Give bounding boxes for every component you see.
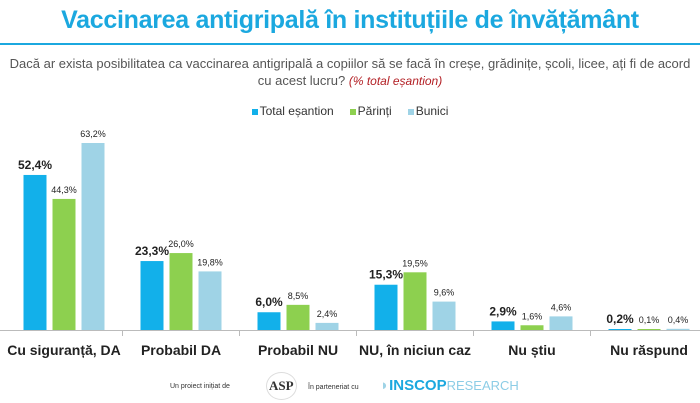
data-label: 44,3% [51, 185, 77, 195]
data-label: 0,1% [639, 315, 660, 325]
legend-swatch [251, 109, 258, 115]
subtitle-note: (% total eșantion) [348, 74, 443, 88]
bar [140, 261, 164, 330]
bar [403, 272, 427, 330]
chart-subtitle: Dacă ar exista posibilitatea ca vaccinar… [4, 55, 696, 90]
bar [23, 174, 47, 330]
legend-label: Total eșantion [259, 104, 334, 118]
bar [608, 329, 632, 330]
legend-swatch [349, 109, 356, 115]
data-label: 0,4% [668, 315, 689, 325]
bar [637, 329, 661, 330]
category-label: Probabil NU [258, 342, 338, 358]
data-label: 26,0% [168, 239, 194, 249]
bar [432, 301, 456, 330]
data-label: 2,9% [489, 304, 517, 318]
bar [315, 322, 339, 330]
data-label: 4,6% [551, 302, 572, 312]
footer-partner: În parteneriat cu [308, 384, 359, 391]
data-label: 63,2% [80, 129, 106, 139]
legend-item: Total eșantion [251, 104, 334, 118]
legend: Total eșantion Părinți Bunici [0, 104, 700, 118]
data-label: 8,5% [288, 291, 309, 301]
title-divider [0, 43, 700, 45]
bar [374, 284, 398, 330]
data-label: 19,5% [402, 258, 428, 268]
bar [286, 304, 310, 330]
bar [491, 321, 515, 330]
data-label: 6,0% [255, 295, 283, 309]
data-label: 15,3% [369, 268, 403, 282]
category-label: Cu siguranță, DA [7, 342, 121, 358]
bar [257, 312, 281, 330]
inscop-logo: ◗INSCOPRESEARCH [380, 377, 519, 394]
bar [52, 198, 76, 330]
bar [520, 325, 544, 330]
bar [169, 253, 193, 330]
question-text: Dacă ar exista posibilitatea ca vaccinar… [9, 56, 691, 88]
category-label: Probabil DA [141, 342, 221, 358]
category-label: Nu știu [508, 342, 555, 358]
legend-item: Părinți [349, 104, 392, 118]
data-label: 52,4% [18, 158, 52, 172]
legend-label: Bunici [415, 104, 449, 118]
data-label: 9,6% [434, 288, 455, 298]
data-label: 1,6% [522, 311, 543, 321]
category-label: Nu răspund [610, 342, 688, 358]
data-label: 23,3% [135, 244, 169, 258]
legend-label: Părinți [357, 104, 392, 118]
data-label: 2,4% [317, 309, 338, 319]
category-label: NU, în niciun caz [359, 342, 471, 358]
legend-swatch [407, 109, 414, 115]
asp-logo: ASP [266, 372, 297, 400]
data-label: 0,2% [606, 312, 634, 326]
bar [81, 143, 105, 330]
chart-title: Vaccinarea antigripală în instituțiile d… [61, 6, 639, 34]
legend-item: Bunici [407, 104, 449, 118]
bar [666, 328, 690, 330]
bar [198, 271, 222, 330]
data-label: 19,8% [197, 257, 223, 267]
bar [549, 316, 573, 330]
footer-initiated: Un proiect inițiat de [170, 383, 230, 390]
